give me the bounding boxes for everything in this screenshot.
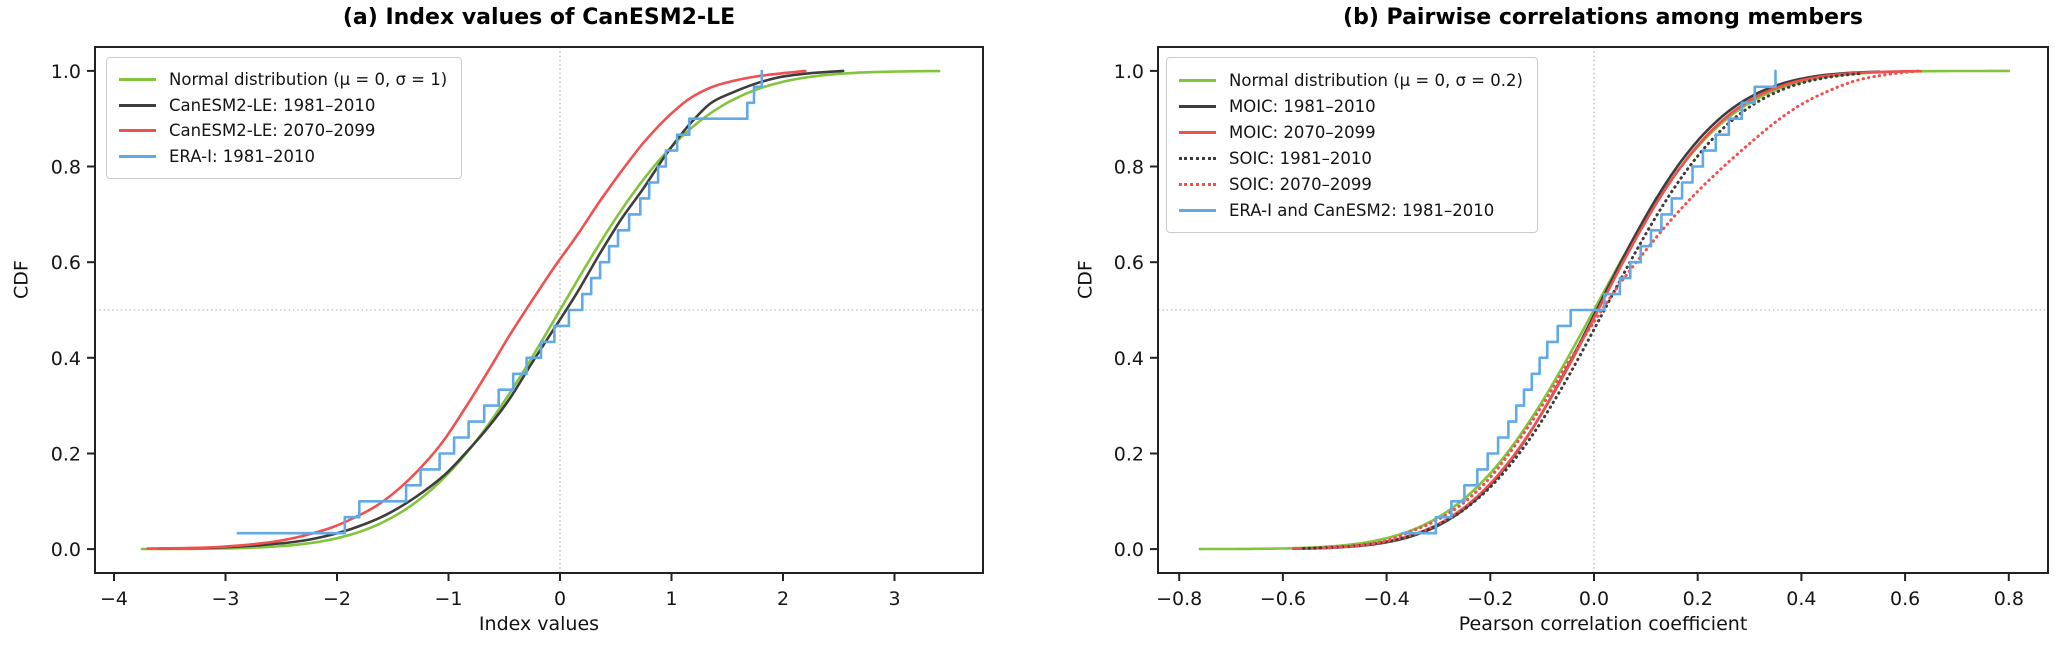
x-tick-label: 0.0 (1579, 588, 1609, 610)
panel-a-title: (a) Index values of CanESM2-LE (342, 5, 736, 30)
y-tick-label: 0.8 (51, 157, 81, 179)
legend-line-sample (119, 129, 156, 133)
y-tick-label: 0.4 (51, 348, 81, 370)
x-tick-label: 3 (888, 588, 900, 610)
legend-line-sample (1179, 182, 1216, 186)
x-tick-label: 0 (554, 588, 566, 610)
series-curve (1400, 69, 1777, 535)
x-tick-label: −3 (211, 588, 239, 610)
y-tick-label: 0.8 (1114, 157, 1144, 179)
legend-item-label: Normal distribution (μ = 0, σ = 1) (169, 70, 448, 90)
legend-item-label: ERA-I and CanESM2: 1981–2010 (1229, 200, 1495, 220)
x-tick-label: 0.6 (1890, 588, 1920, 610)
y-tick-label: 0.4 (1114, 348, 1144, 370)
legend-item: SOIC: 2070–2099 (1179, 171, 1523, 197)
y-tick-label: 1.0 (51, 61, 81, 83)
legend-item: CanESM2-LE: 1981–2010 (119, 93, 447, 119)
x-tick-label: −4 (100, 588, 128, 610)
x-tick-label: −0.6 (1260, 588, 1306, 610)
legend-item: ERA-I: 1981–2010 (119, 144, 447, 170)
y-tick-label: 0.6 (51, 252, 81, 274)
y-tick-label: 1.0 (1114, 61, 1144, 83)
plot-frame (1157, 46, 2049, 574)
x-tick-label: −0.4 (1364, 588, 1410, 610)
legend-line-sample (1179, 156, 1216, 160)
legend-item-label: CanESM2-LE: 2070–2099 (169, 121, 376, 141)
legend-item: SOIC: 1981–2010 (1179, 145, 1523, 171)
x-tick-label: −0.2 (1467, 588, 1513, 610)
plot-frame (94, 46, 984, 574)
x-tick-label: 2 (777, 588, 789, 610)
legend-line-sample (1179, 208, 1216, 212)
legend-line-sample (119, 78, 156, 82)
x-tick-label: −2 (323, 588, 351, 610)
legend-item-label: MOIC: 1981–2010 (1229, 96, 1376, 116)
legend-item-label: MOIC: 2070–2099 (1229, 122, 1376, 142)
x-tick-label: 0.8 (1994, 588, 2024, 610)
legend-item: Normal distribution (μ = 0, σ = 0.2) (1179, 67, 1523, 93)
x-tick-label: −0.8 (1156, 588, 1202, 610)
legend-line-sample (1179, 78, 1216, 82)
x-tick-label: 0.2 (1683, 588, 1713, 610)
legend-item-label: Normal distribution (μ = 0, σ = 0.2) (1229, 70, 1523, 90)
legend-line-sample (1179, 130, 1216, 134)
y-tick-label: 0.0 (51, 539, 81, 561)
panel-b-title: (b) Pairwise correlations among members (1343, 5, 1863, 30)
x-tick-label: 1 (665, 588, 677, 610)
panel-b-legend: Normal distribution (μ = 0, σ = 0.2) MOIC… (1166, 57, 1538, 233)
legend-line-sample (119, 103, 156, 107)
legend-item: MOIC: 2070–2099 (1179, 119, 1523, 145)
legend-item-label: SOIC: 1981–2010 (1229, 148, 1372, 168)
legend-line-sample (119, 154, 156, 158)
legend-line-sample (1179, 104, 1216, 108)
y-tick-label: 0.0 (1114, 539, 1144, 561)
series-curve (236, 69, 764, 535)
x-tick-label: −1 (434, 588, 462, 610)
series-curve (1302, 71, 1866, 550)
panel-a-x-axis-label: Index values (478, 613, 600, 635)
x-tick-label: 0.4 (1786, 588, 1816, 610)
y-tick-label: 0.2 (1114, 444, 1144, 466)
legend-item: ERA-I and CanESM2: 1981–2010 (1179, 197, 1523, 223)
legend-item-label: SOIC: 2070–2099 (1229, 174, 1372, 194)
y-tick-label: 0.6 (1114, 252, 1144, 274)
legend-item-label: CanESM2-LE: 1981–2010 (169, 95, 376, 115)
y-tick-label: 0.2 (51, 444, 81, 466)
legend-item-label: ERA-I: 1981–2010 (169, 146, 316, 166)
legend-item: MOIC: 1981–2010 (1179, 93, 1523, 119)
panel-b-x-axis-label: Pearson correlation coefficient (1458, 613, 1748, 635)
legend-item: Normal distribution (μ = 0, σ = 1) (119, 67, 447, 93)
panel-a-legend: Normal distribution (μ = 0, σ = 1) CanESM… (106, 57, 463, 179)
legend-item: CanESM2-LE: 2070–2099 (119, 118, 447, 144)
